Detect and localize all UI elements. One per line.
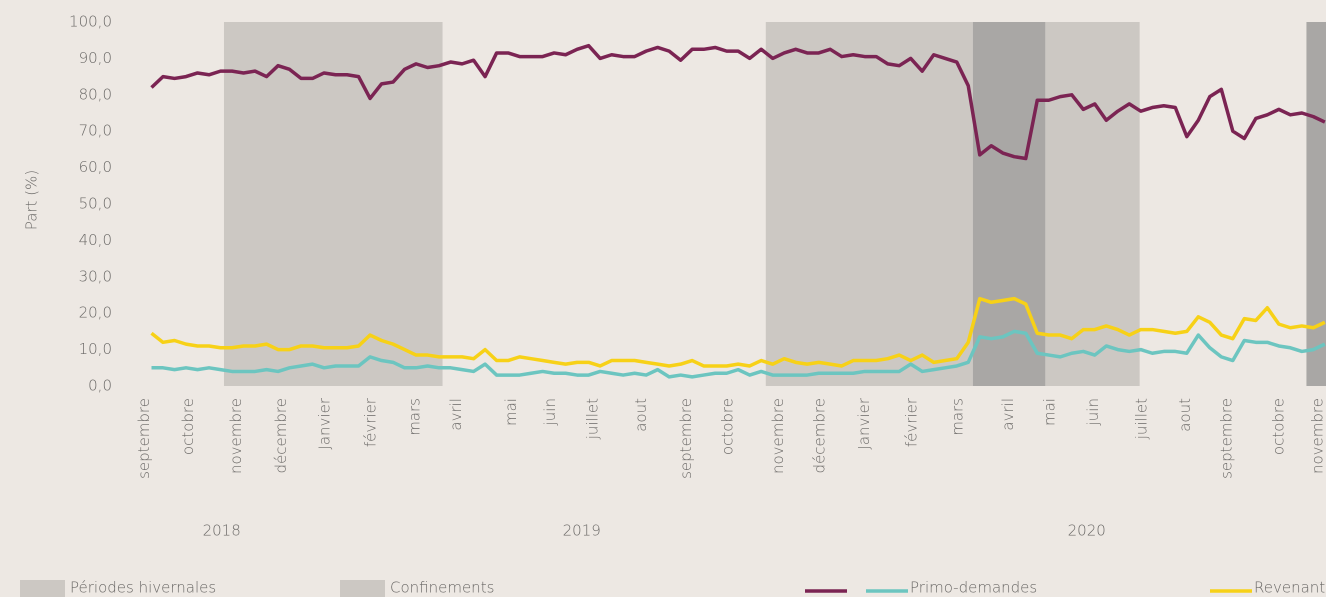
x-tick-label: juillet (584, 398, 602, 440)
x-tick-label: mai (1040, 398, 1058, 426)
y-tick-label: 40,0 (79, 231, 112, 249)
x-tick-label: septembre (135, 398, 153, 479)
y-tick-label: 70,0 (79, 122, 112, 140)
x-tick-label: décembre (810, 398, 828, 473)
x-tick-label: septembre (1218, 398, 1236, 479)
year-label: 2020 (1068, 522, 1106, 540)
x-tick-label: aout (632, 398, 650, 432)
y-tick-label: 60,0 (79, 158, 112, 176)
y-tick-label: 100,0 (69, 13, 112, 31)
series-line (150, 43, 1326, 161)
series-line (150, 296, 1326, 368)
x-tick-label: aout (1176, 398, 1194, 432)
x-tick-label: février (902, 397, 920, 447)
y-tick-label: 0,0 (88, 377, 112, 395)
period-band (1306, 22, 1326, 386)
year-label: 2018 (203, 522, 241, 540)
x-tick-label: décembre (272, 398, 290, 473)
y-axis-label: Part (%) (23, 170, 41, 230)
legend-label: Revenants (1254, 579, 1326, 597)
y-tick-label: 50,0 (79, 195, 112, 213)
series-line (151, 329, 1326, 379)
legend-label: Périodes hivernales (70, 579, 216, 597)
legend-swatch (20, 580, 65, 597)
x-tick-label: Janvier (855, 397, 873, 449)
x-tick-label: mars (948, 398, 966, 436)
x-tick-label: septembre (677, 398, 695, 479)
year-label: 2019 (563, 522, 601, 540)
x-tick-label: avril (999, 398, 1017, 431)
x-tick-label: avril (447, 398, 465, 431)
x-tick-label: mars (405, 398, 423, 436)
period-band (765, 22, 973, 386)
y-tick-label: 20,0 (79, 304, 112, 322)
x-tick-label: juin (1084, 398, 1102, 426)
x-tick-label: novembre (1308, 398, 1326, 474)
y-tick-label: 30,0 (79, 267, 112, 285)
period-band (223, 22, 443, 386)
x-tick-label: Janvier (316, 397, 334, 449)
x-tick-label: novembre (227, 398, 245, 474)
x-tick-label: juin (541, 398, 559, 426)
legend-label: Primo-demandes (910, 579, 1037, 597)
x-tick-label: octobre (718, 398, 736, 455)
period-band (1045, 22, 1140, 386)
y-tick-label: 90,0 (79, 49, 112, 67)
y-tick-label: 10,0 (79, 340, 112, 358)
x-tick-label: mai (502, 398, 520, 426)
x-tick-label: février (362, 397, 380, 447)
y-tick-label: 80,0 (79, 85, 112, 103)
x-tick-label: juillet (1132, 398, 1150, 440)
legend-label: Confinements (390, 579, 494, 597)
x-tick-label: novembre (769, 398, 787, 474)
legend-swatch (340, 580, 385, 597)
x-tick-label: octobre (179, 398, 197, 455)
period-band (972, 22, 1046, 386)
x-tick-label: octobre (1269, 398, 1287, 455)
